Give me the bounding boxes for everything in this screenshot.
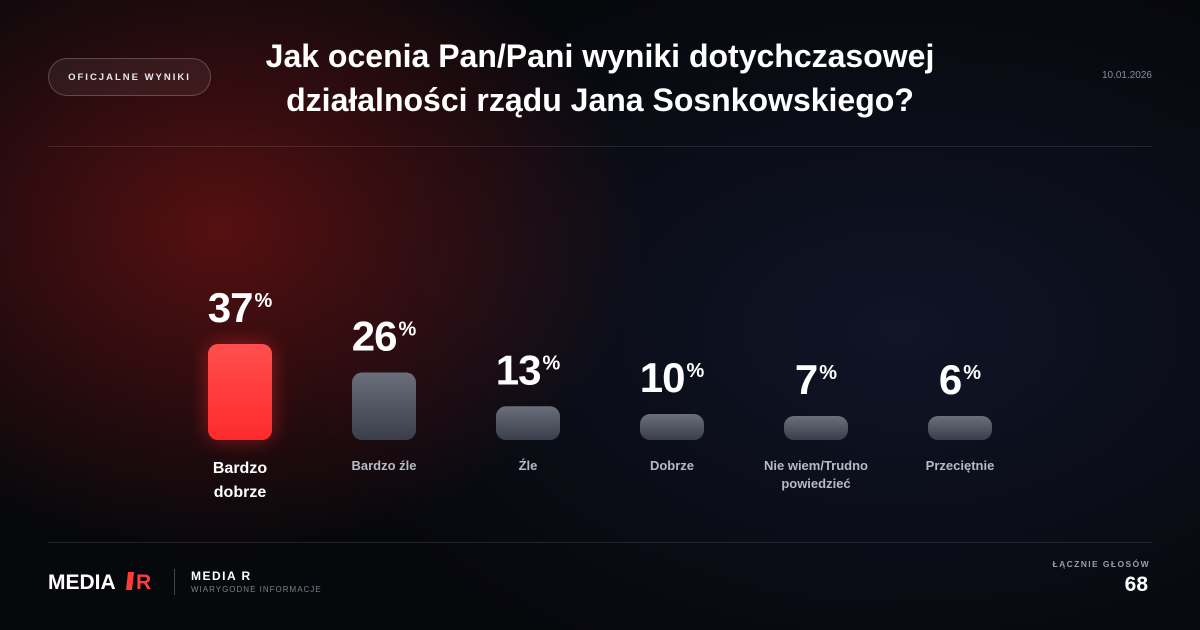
bar-4 [784,416,848,440]
title-line-1: Jak ocenia Pan/Pani wyniki dotychczasowe… [265,38,935,74]
value-label-1: 26% [352,313,417,360]
brand-name: MEDIA R [191,569,252,583]
category-label-3: Dobrze [650,458,694,473]
bar-0 [208,344,272,440]
svg-text:MEDIA: MEDIA [48,571,116,594]
total-votes-value: 68 [1124,573,1148,596]
brand-tagline: WIARYGODNE INFORMACJE [191,585,322,594]
bar-5 [928,416,992,440]
poll-question-title: Jak ocenia Pan/Pani wyniki dotychczasowe… [240,34,960,122]
value-label-3: 10% [640,354,705,401]
footer-separator [174,569,175,595]
results-bar-chart: 37 % Bardzo dobrze 26 % Bardzo źle 13 % Źle 10 % Dob… [208,284,995,501]
value-label-0: 37% [208,284,273,331]
bar-2 [496,406,560,440]
poll-date: 10.01.2026 [1101,70,1152,81]
category-label-5: Przeciętnie [926,458,995,473]
official-results-badge: OFICJALNE WYNIKI [48,58,211,96]
total-votes-label: ŁĄCZNIE GŁOSÓW [1052,559,1150,569]
value-label-5: 6% [939,356,981,403]
svg-text:R: R [136,571,151,594]
category-label-0: Bardzo dobrze [213,460,267,501]
bar-3 [640,414,704,440]
value-label-4: 7% [795,356,837,403]
badge-label: OFICJALNE WYNIKI [68,71,191,83]
category-label-1: Bardzo źle [351,458,416,473]
category-label-4: Nie wiem/Trudno powiedzieć [764,458,868,491]
title-line-2: działalności rządu Jana Sosnkowskiego? [286,82,914,118]
header-divider [48,146,1152,147]
bar-1 [352,372,416,440]
category-label-2: Źle [519,458,538,473]
media-r-logo: MEDIA R [48,571,151,594]
footer-divider [48,542,1152,543]
value-label-2: 13% [496,346,561,393]
